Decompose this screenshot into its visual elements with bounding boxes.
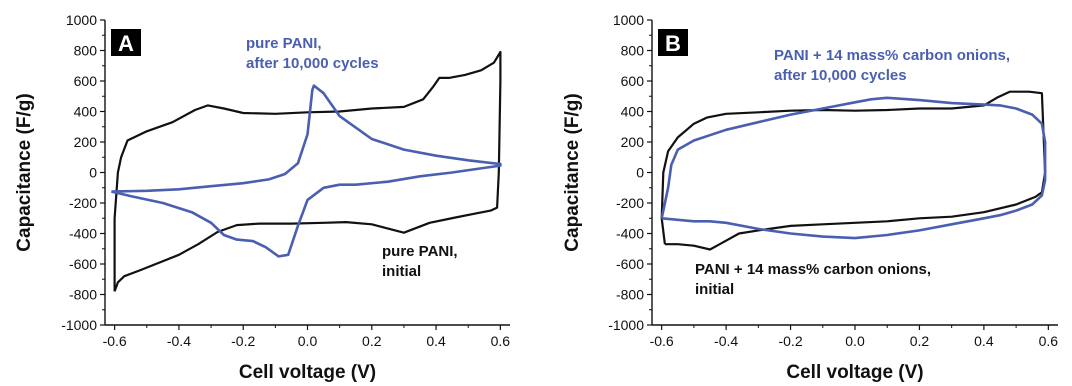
panel-label: A <box>118 31 134 56</box>
x-tick-label: 0.6 <box>1039 333 1059 349</box>
y-tick-label: 200 <box>74 134 98 150</box>
x-tick-label: -0.2 <box>231 333 255 349</box>
x-axis-title: Cell voltage (V) <box>239 362 376 383</box>
x-tick-label: -0.4 <box>167 333 191 349</box>
y-tick-label: 1000 <box>613 12 644 28</box>
annotation-initial-line: pure PANI, <box>382 243 458 260</box>
x-tick-label: 0.6 <box>491 333 511 349</box>
y-tick-label: 800 <box>621 43 645 59</box>
series-line-initial <box>660 90 1047 251</box>
y-tick-label: 0 <box>636 165 644 181</box>
y-axis-title: Capacitance (F/g) <box>562 93 583 251</box>
x-tick-label: 0.2 <box>910 333 930 349</box>
annotation-initial-line: initial <box>695 281 734 298</box>
annotation-initial-line: initial <box>382 263 421 280</box>
y-tick-label: 200 <box>621 134 645 150</box>
x-tick-label: -0.4 <box>714 333 738 349</box>
y-tick-label: -200 <box>616 195 644 211</box>
panel-label-badge <box>111 29 141 56</box>
x-tick-label: 0.4 <box>974 333 994 349</box>
y-tick-label: 0 <box>89 165 97 181</box>
x-axis-title: Cell voltage (V) <box>786 362 923 383</box>
y-tick-label: -1000 <box>608 317 644 333</box>
x-tick-label: 0.0 <box>845 333 865 349</box>
annotation-cycled-line: pure PANI, <box>246 35 322 52</box>
y-axis-title: Capacitance (F/g) <box>14 93 35 251</box>
y-tick-label: 800 <box>74 43 98 59</box>
annotation-cycled-line: PANI + 14 mass% carbon onions, <box>774 47 1010 64</box>
y-tick-label: 600 <box>74 73 98 89</box>
annotation-cycled-line: after 10,000 cycles <box>246 55 379 72</box>
chart-panel-a: -1000 -800 -600 -400 -200 0 200 400 600 800 1000 -0… <box>14 12 510 383</box>
x-tick-label: -0.6 <box>650 333 674 349</box>
y-tick-label: -800 <box>69 287 97 303</box>
y-tick-label: 400 <box>621 104 645 120</box>
y-tick-label: -800 <box>616 287 644 303</box>
y-tick-label: -1000 <box>61 317 97 333</box>
y-tick-label: -200 <box>69 195 97 211</box>
y-tick-label: -400 <box>69 226 97 242</box>
series-line-cycled <box>111 84 502 258</box>
y-tick-label: -600 <box>69 256 97 272</box>
chart-panel-b: -1000 -800 -600 -400 -200 0 200 400 600 800 1000 -0… <box>562 12 1058 383</box>
x-tick-label: 0.0 <box>298 333 318 349</box>
series-line-initial <box>113 50 502 292</box>
annotation-initial-line: PANI + 14 mass% carbon onions, <box>695 261 931 278</box>
y-tick-label: -400 <box>616 226 644 242</box>
y-tick-label: 1000 <box>66 12 97 28</box>
x-tick-label: -0.2 <box>778 333 802 349</box>
annotation-cycled-line: after 10,000 cycles <box>774 67 907 84</box>
x-tick-label: -0.6 <box>103 333 127 349</box>
series-line-cycled <box>660 96 1047 240</box>
y-tick-label: 600 <box>621 73 645 89</box>
panel-label: B <box>665 31 681 56</box>
x-tick-label: 0.2 <box>362 333 382 349</box>
y-tick-label: 400 <box>74 104 98 120</box>
x-tick-label: 0.4 <box>426 333 446 349</box>
panel-label-badge <box>658 29 688 56</box>
y-tick-label: -600 <box>616 256 644 272</box>
